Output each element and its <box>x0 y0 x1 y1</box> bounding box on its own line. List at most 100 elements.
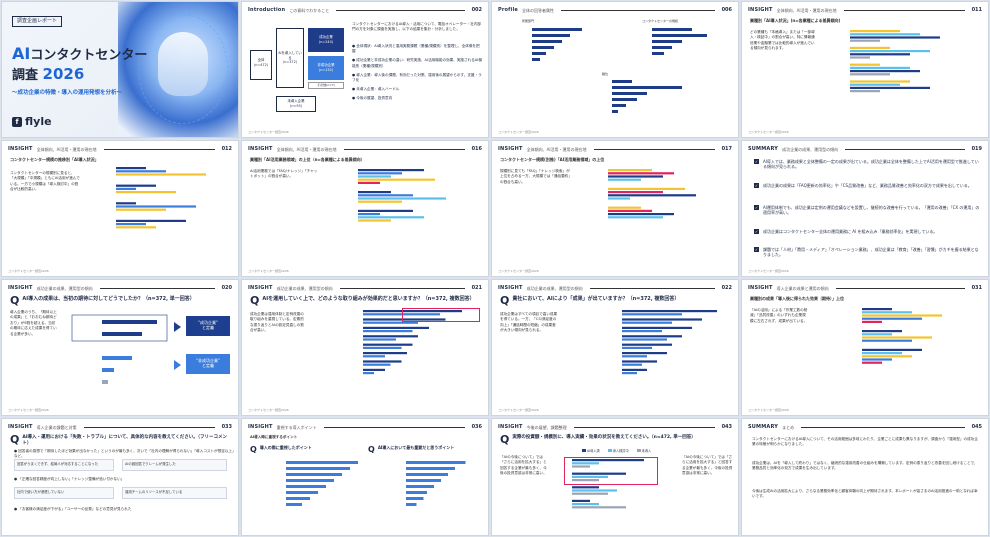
s016-chart <box>358 169 446 222</box>
bar-mark <box>850 36 940 39</box>
slide-022[interactable]: INSIGHT 成功企業の成果、運用型の傾向 022 Q 貴社において、AIにより「成… <box>491 279 739 416</box>
bar-mark <box>608 209 652 212</box>
bar-mark <box>406 467 455 470</box>
bar-mark <box>358 197 446 200</box>
bar-mark <box>406 491 427 494</box>
s022-chart <box>622 310 717 375</box>
s021-chart <box>363 310 462 375</box>
bar-mark <box>406 485 434 488</box>
slide-033[interactable]: INSIGHT 導入企業の課題と対策 033 Q AI導入・運用における「失敗・トラブ… <box>1 418 239 536</box>
size-bars <box>652 28 707 55</box>
bar-mark <box>622 335 682 338</box>
bar-mark <box>363 343 413 346</box>
bar-mark <box>286 491 318 494</box>
bar-mark <box>572 479 599 482</box>
bar-mark <box>572 475 608 478</box>
bar-mark <box>622 310 717 313</box>
bar-mark <box>116 191 176 194</box>
bar-mark <box>862 348 922 351</box>
slide-012[interactable]: INSIGHT 全体傾向、AI活用・運用の現在地 012 コンタクトセンター規模の推… <box>1 140 239 277</box>
bar-mark <box>363 352 407 355</box>
bar-mark <box>862 352 902 355</box>
bar-mark <box>116 173 206 176</box>
check-icon: ✓ <box>754 159 759 164</box>
slide-021[interactable]: INSIGHT 成功企業の成果、運用型の傾向 021 Q AIを運用していく上で、どの… <box>241 279 489 416</box>
bar-mark <box>572 503 599 506</box>
bar-mark <box>862 311 912 314</box>
bar-mark <box>572 486 599 489</box>
bar-mark <box>862 317 922 320</box>
intro-lead: コンタクトセンターにおけるAI導入・活用について、電話オペレーター・社内部門の方… <box>352 22 482 32</box>
bar-mark <box>363 326 429 329</box>
bar-mark <box>862 330 902 333</box>
bar-mark <box>116 187 136 190</box>
bar-mark <box>622 346 652 349</box>
slide-031[interactable]: INSIGHT 導入企業の成果と運用の傾向 031 業種別の成果「導入後に得られた効… <box>741 279 989 416</box>
bar-mark <box>608 213 674 216</box>
bar-mark <box>358 213 380 216</box>
slide-002[interactable]: Introduction この資料でわかること 002 全体 (n=472) AIを… <box>241 1 489 138</box>
bar-mark <box>850 30 900 33</box>
bar-mark <box>850 39 880 42</box>
slide-016[interactable]: INSIGHT 全体傾向、AI活用・運用の現在地 016 業種別「AI活用業務領域」… <box>241 140 489 277</box>
bar-mark <box>862 339 912 342</box>
bar-mark <box>363 313 440 316</box>
bar-mark <box>116 208 166 211</box>
bar-mark <box>862 361 882 364</box>
bar-mark <box>862 358 892 361</box>
bar-mark <box>622 321 672 324</box>
check-icon: ✓ <box>754 205 759 210</box>
success-def-box: "成功企業" と定義 <box>186 316 230 336</box>
slide-045[interactable]: SUMMARY まとめ 045 コンタクトセンターにおけるAI導入について、その活用… <box>741 418 989 536</box>
bar-mark <box>850 53 910 56</box>
bar-mark <box>622 363 642 366</box>
bar-mark <box>286 479 334 482</box>
check-icon: ✓ <box>754 183 759 188</box>
slide-020[interactable]: INSIGHT 成功企業の成果、運用型の傾向 020 Q AI導入の成果は、当初の期待… <box>1 279 239 416</box>
bar-mark <box>286 497 310 500</box>
cover-slide[interactable]: 調査企画レポート AIコンタクトセンター 調査 2026 〜成功企業の特徴・導入… <box>1 1 239 138</box>
bar-mark <box>363 368 385 371</box>
bar-mark <box>622 338 667 341</box>
bar-mark <box>116 184 156 187</box>
bar-mark <box>850 90 880 93</box>
slide-019[interactable]: SUMMARY 成功企業の成果、運用型の傾向 019 ✓ AI導入では、業務成果と全体… <box>741 140 989 277</box>
bar-mark <box>608 206 641 209</box>
slide-043[interactable]: INSIGHT 今後の展望、課題整理 043 Q 実際の投資額・規模別に、導入実績・効… <box>491 418 739 536</box>
slide-036[interactable]: INSIGHT 重視する導入ポイント 036 AI導入時に重視するポイント Q 導入の… <box>241 418 489 536</box>
bar-mark <box>286 485 326 488</box>
intro-points: ● 全体現状：AI導入状況と運用実務課題（業種/規模別）を整理し、全体像を把握 … <box>352 44 482 101</box>
slide-011[interactable]: INSIGHT 全体傾向、AI活用・運用の現在地 011 業種別「AI導入状況」(n… <box>741 1 989 138</box>
bar-mark <box>572 459 644 462</box>
bar-mark <box>862 333 892 336</box>
bar-mark <box>406 473 448 476</box>
profile-charts <box>532 28 707 113</box>
bar-mark <box>358 194 413 197</box>
bar-mark <box>608 194 696 197</box>
bar-mark <box>622 368 647 371</box>
bar-mark <box>406 479 441 482</box>
bar-mark <box>363 321 418 324</box>
bar-mark <box>850 63 880 66</box>
bar-mark <box>572 462 599 465</box>
bar-mark <box>286 461 358 464</box>
s043-chart <box>572 459 644 509</box>
bar-mark <box>116 219 186 222</box>
bar-mark <box>358 181 380 184</box>
bar-mark <box>116 170 166 173</box>
s031-chart <box>862 308 942 364</box>
bar-mark <box>608 172 674 175</box>
bar-mark <box>850 50 930 53</box>
dept-bars <box>532 28 582 61</box>
bar-mark <box>850 83 900 86</box>
highlight-box <box>564 457 658 485</box>
bar-mark <box>406 461 466 464</box>
slide-006[interactable]: Profile 全体の回答者属性 006 所属部門 コンタクトセンターの規模 職位 … <box>491 1 739 138</box>
bar-mark <box>363 338 396 341</box>
slide-017[interactable]: INSIGHT 全体傾向、AI活用・運用の現在地 017 コンタクトセンター規模(別… <box>491 140 739 277</box>
bar-mark <box>358 216 424 219</box>
bar-mark <box>116 202 136 205</box>
bar-mark <box>363 335 418 338</box>
cover-subtitle: 〜成功企業の特徴・導入の運用発想を分析〜 <box>12 90 123 96</box>
bar-mark <box>850 33 920 36</box>
